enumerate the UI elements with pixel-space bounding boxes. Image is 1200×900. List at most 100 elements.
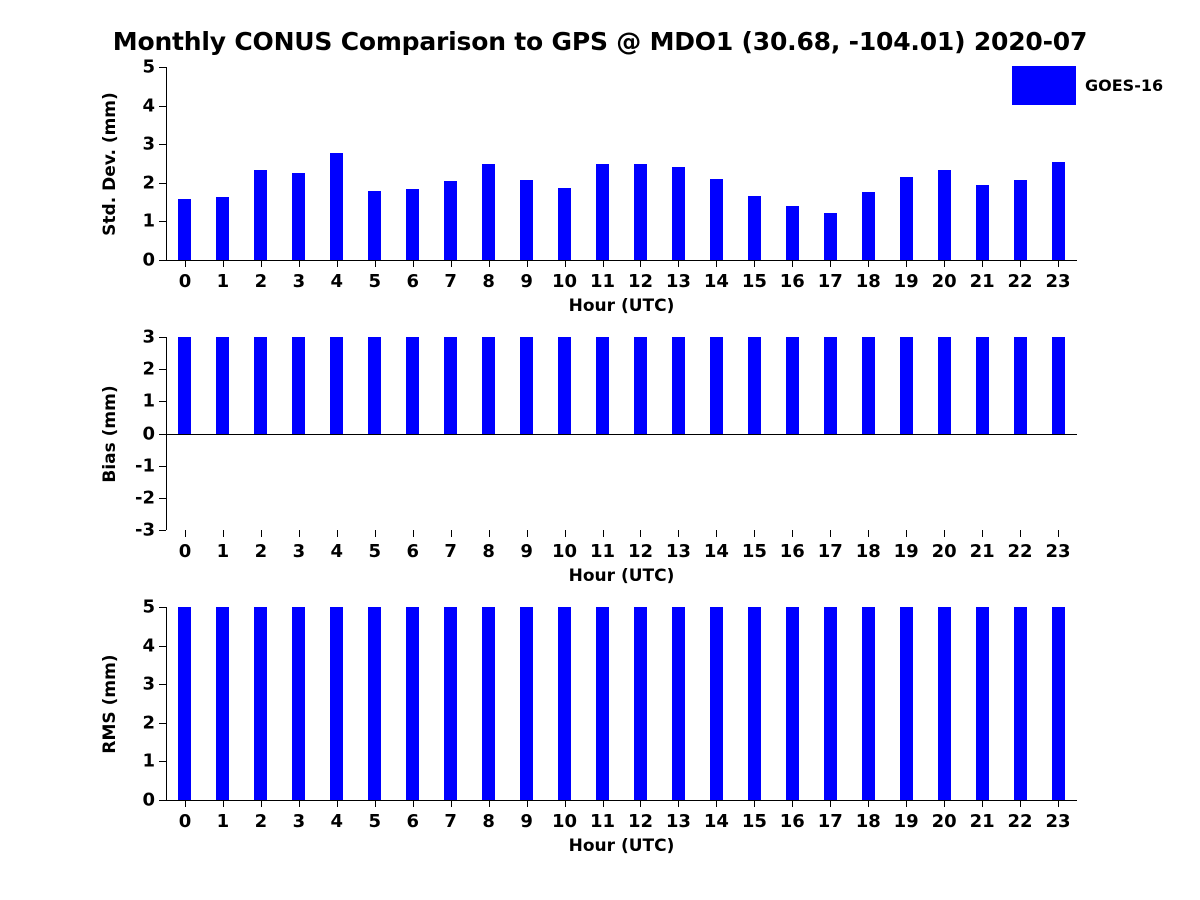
y-tick-label: 0 (142, 789, 155, 811)
bar (899, 337, 913, 434)
x-tick-mark (754, 530, 756, 537)
x-tick-label: 20 (931, 271, 957, 292)
x-tick-label: 21 (969, 541, 995, 562)
x-tick-label: 15 (741, 541, 767, 562)
x-tick-label: 5 (368, 811, 382, 832)
bar (406, 189, 420, 260)
y-tick-mark (159, 645, 166, 647)
y-tick-label: -1 (135, 455, 155, 477)
bar (444, 337, 458, 434)
y-tick-label: 2 (142, 172, 155, 194)
bar (899, 177, 913, 260)
legend-label-goes-16: GOES-16 (1085, 76, 1164, 95)
x-tick-mark (1020, 260, 1022, 267)
x-tick-label: 4 (330, 541, 344, 562)
x-axis-label: Hour (UTC) (568, 836, 675, 856)
y-tick-label: 2 (142, 358, 155, 380)
x-tick-mark (222, 800, 224, 807)
legend: GOES-16 (1012, 66, 1163, 105)
x-tick-label: 0 (178, 271, 192, 292)
bar (596, 164, 610, 260)
x-tick-label: 18 (855, 271, 881, 292)
x-tick-mark (982, 800, 984, 807)
x-axis-label: Hour (UTC) (568, 296, 675, 316)
x-tick-mark (222, 260, 224, 267)
x-tick-mark (754, 260, 756, 267)
x-tick-label: 8 (482, 271, 495, 292)
x-tick-label: 1 (216, 811, 230, 832)
x-tick-label: 14 (703, 271, 729, 292)
x-tick-label: 11 (589, 811, 616, 832)
x-tick-mark (1020, 800, 1022, 807)
y-axis-line (166, 67, 167, 260)
x-tick-mark (792, 530, 794, 537)
bar (937, 607, 951, 800)
x-tick-mark (640, 800, 642, 807)
x-tick-mark (412, 260, 414, 267)
y-tick-mark (159, 369, 166, 371)
x-tick-label: 18 (855, 811, 881, 832)
x-tick-label: 19 (893, 271, 919, 292)
y-tick-mark (159, 800, 166, 801)
x-tick-label: 0 (178, 811, 192, 832)
bar (1013, 179, 1027, 260)
bar (671, 607, 685, 800)
x-tick-label: 16 (779, 541, 805, 562)
bar (1051, 161, 1065, 260)
bar (1051, 607, 1065, 800)
x-tick-mark (1058, 260, 1060, 267)
bar (558, 188, 572, 260)
subplot-std-dev: 0 1 2 3 4 5 0 1 2 3 4 5 6 7 8 9 10 11 12 13 14 15 16 17 18 19 20 21… (100, 57, 1077, 316)
y-axis-label: RMS (mm) (100, 653, 120, 754)
bar (520, 337, 534, 434)
y-tick-mark (159, 144, 166, 146)
bar (406, 337, 420, 434)
bar (292, 173, 306, 260)
y-tick-mark (159, 684, 166, 686)
bar (520, 180, 534, 260)
x-tick-mark (868, 260, 870, 267)
bar (709, 607, 723, 800)
y-tick-label: 4 (142, 635, 155, 657)
bar (709, 178, 723, 260)
bar (861, 337, 875, 434)
bar (596, 607, 610, 800)
bar (292, 607, 306, 800)
bar (1013, 337, 1027, 434)
x-tick-mark (336, 260, 338, 267)
bar (216, 337, 230, 434)
x-tick-mark (450, 260, 452, 267)
y-tick-label: 2 (142, 712, 155, 734)
x-tick-label: 1 (216, 271, 230, 292)
y-tick-mark (159, 433, 166, 435)
x-tick-mark (754, 800, 756, 807)
bar (899, 607, 913, 800)
x-tick-label: 16 (779, 271, 805, 292)
x-tick-label: 2 (254, 271, 268, 292)
x-tick-label: 15 (741, 811, 767, 832)
x-tick-label: 2 (254, 811, 268, 832)
x-axis-line (166, 260, 1077, 261)
x-tick-mark (716, 260, 718, 267)
x-tick-label: 12 (627, 811, 653, 832)
bar (937, 170, 951, 260)
x-tick-label: 8 (482, 541, 495, 562)
bar (406, 607, 420, 800)
x-tick-label: 23 (1045, 541, 1071, 562)
bar (861, 191, 875, 260)
bar (747, 195, 761, 260)
x-tick-label: 6 (406, 541, 419, 562)
bar (975, 184, 989, 260)
x-tick-label: 20 (931, 541, 957, 562)
x-tick-mark (906, 260, 908, 267)
x-tick-label: 5 (368, 271, 382, 292)
y-tick-mark (159, 761, 166, 763)
x-tick-mark (830, 260, 832, 267)
y-tick-mark (159, 722, 166, 724)
y-axis-line (166, 607, 167, 800)
y-tick-label: 3 (142, 326, 155, 348)
y-tick-label: -3 (135, 519, 155, 541)
x-tick-label: 6 (406, 271, 419, 292)
x-tick-mark (792, 260, 794, 267)
